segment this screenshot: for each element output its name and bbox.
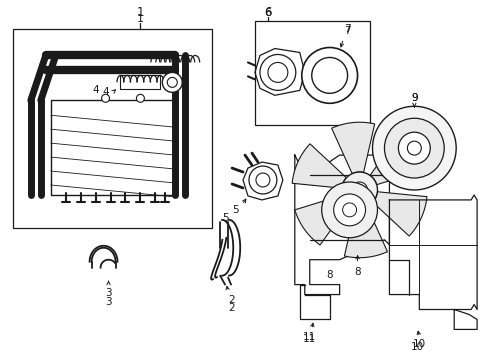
Text: 7: 7 (344, 26, 351, 36)
Text: 11: 11 (303, 334, 317, 345)
Circle shape (260, 54, 296, 90)
Circle shape (322, 182, 377, 238)
Text: 5: 5 (222, 213, 228, 223)
Text: 7: 7 (344, 24, 351, 33)
Bar (255, 21, 369, 125)
Text: 1: 1 (137, 14, 144, 24)
Text: 8: 8 (354, 267, 361, 276)
Polygon shape (332, 122, 375, 174)
Text: 3: 3 (105, 288, 112, 298)
Circle shape (101, 94, 110, 102)
Text: 11: 11 (303, 332, 317, 342)
Circle shape (407, 141, 421, 155)
Polygon shape (373, 192, 427, 236)
Bar (13, 28, 212, 228)
Polygon shape (370, 135, 424, 185)
Text: 6: 6 (265, 8, 271, 18)
Text: 1: 1 (137, 6, 144, 19)
Text: 5: 5 (232, 205, 238, 215)
Text: 9: 9 (411, 93, 417, 103)
Circle shape (398, 132, 430, 164)
Polygon shape (295, 195, 349, 245)
Circle shape (302, 48, 358, 103)
Text: 6: 6 (264, 6, 271, 19)
Circle shape (268, 62, 288, 82)
Circle shape (162, 72, 182, 92)
Text: 8: 8 (326, 270, 333, 280)
Text: 2: 2 (229, 294, 235, 305)
Text: 3: 3 (105, 297, 112, 306)
Polygon shape (344, 206, 388, 258)
Circle shape (385, 118, 444, 178)
Text: 4: 4 (102, 87, 109, 97)
Circle shape (312, 58, 347, 93)
Circle shape (256, 173, 270, 187)
Circle shape (352, 182, 368, 198)
Circle shape (334, 194, 366, 226)
Text: 2: 2 (229, 302, 235, 312)
Text: 10: 10 (411, 342, 424, 352)
Circle shape (343, 203, 357, 217)
Circle shape (249, 166, 277, 194)
Text: 4: 4 (92, 85, 99, 95)
Text: 10: 10 (413, 339, 426, 349)
Circle shape (136, 94, 145, 102)
Circle shape (372, 106, 456, 190)
Circle shape (342, 172, 377, 208)
Text: 9: 9 (411, 93, 417, 103)
Circle shape (167, 77, 177, 87)
Polygon shape (292, 144, 346, 188)
